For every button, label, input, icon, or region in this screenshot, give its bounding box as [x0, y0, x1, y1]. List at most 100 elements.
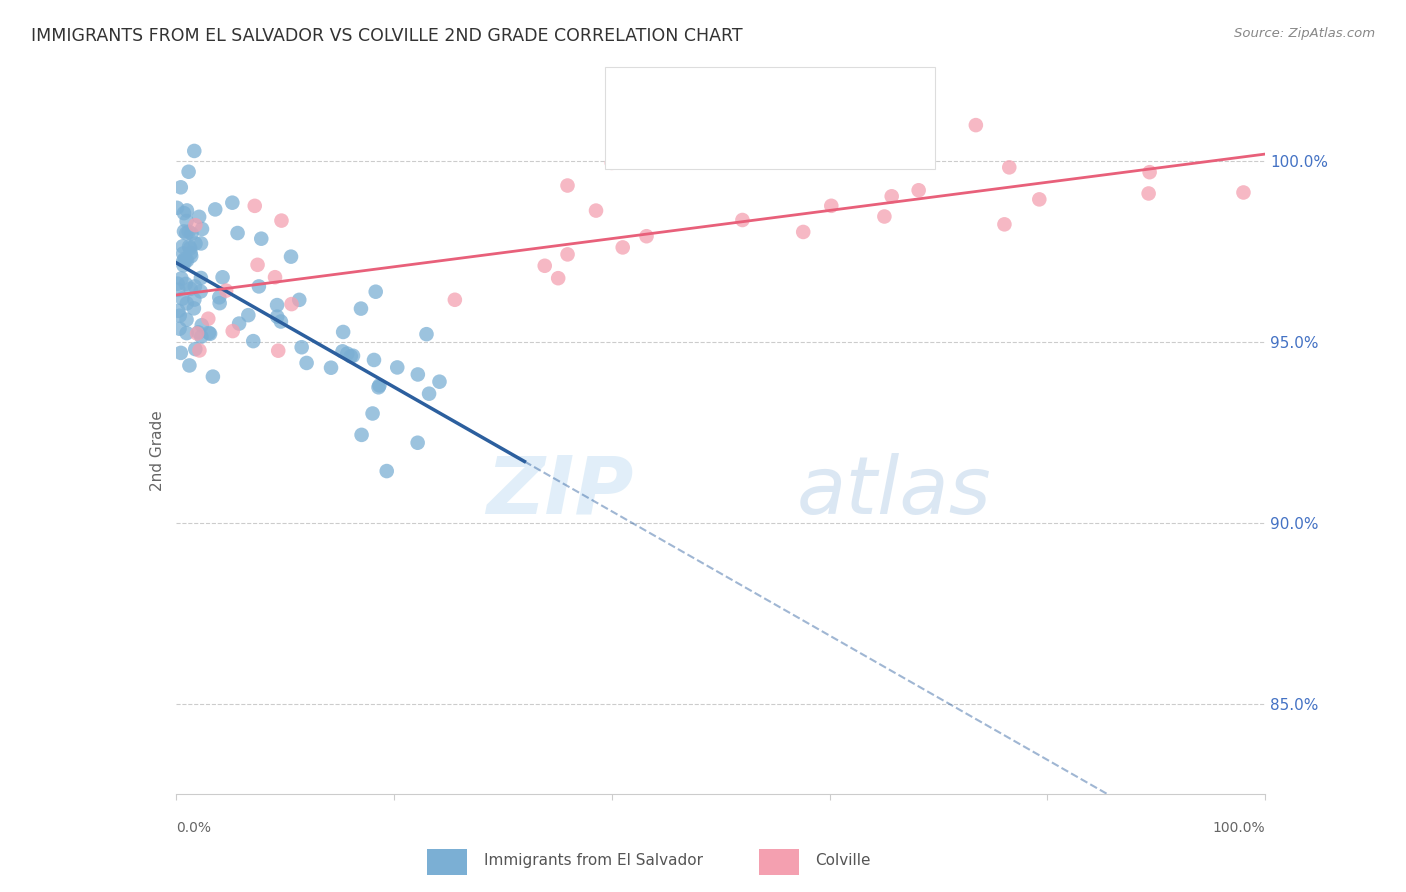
Point — [172, 292, 194, 306]
Point — [174, 253, 197, 268]
Point — [264, 270, 287, 285]
Point — [176, 312, 198, 326]
Point — [998, 161, 1021, 175]
Point — [873, 210, 896, 224]
Point — [166, 277, 188, 291]
Point — [172, 246, 194, 260]
Point — [184, 342, 207, 356]
Point — [180, 246, 202, 260]
Point — [167, 303, 190, 318]
Point — [222, 324, 245, 338]
Point — [350, 301, 373, 316]
Point — [173, 224, 195, 238]
Point — [612, 240, 634, 254]
Point — [187, 326, 209, 340]
Point — [170, 346, 193, 360]
Point — [418, 386, 440, 401]
Point — [190, 271, 212, 285]
Point — [270, 213, 292, 227]
Point — [361, 407, 384, 421]
Point — [406, 435, 429, 450]
Point — [176, 296, 198, 310]
Point — [600, 156, 623, 170]
Point — [288, 293, 311, 307]
Text: 100.0%: 100.0% — [1213, 822, 1265, 835]
Point — [201, 369, 224, 384]
Point — [243, 199, 266, 213]
Point — [188, 343, 211, 358]
Point — [557, 178, 579, 193]
Point — [190, 285, 212, 299]
Text: ZIP: ZIP — [486, 452, 633, 531]
Text: R = -0.529: R = -0.529 — [672, 87, 769, 104]
Point — [186, 326, 208, 341]
Text: N = 90: N = 90 — [830, 87, 897, 104]
Point — [238, 308, 260, 322]
Text: Colville: Colville — [815, 854, 870, 868]
Point — [266, 298, 288, 312]
Point — [191, 222, 214, 236]
Point — [226, 226, 249, 240]
Point — [266, 310, 288, 324]
Point — [173, 252, 195, 266]
Point — [415, 327, 437, 342]
Text: N = 35: N = 35 — [830, 131, 897, 149]
Point — [332, 325, 354, 339]
Point — [375, 464, 398, 478]
Point — [636, 229, 658, 244]
Point — [198, 326, 221, 341]
Point — [368, 378, 391, 392]
Point — [184, 279, 207, 293]
Point — [208, 290, 231, 304]
Point — [208, 296, 231, 310]
Point — [166, 201, 188, 215]
Point — [169, 309, 191, 323]
Point — [176, 326, 198, 340]
Point — [184, 236, 207, 251]
Y-axis label: 2nd Grade: 2nd Grade — [149, 410, 165, 491]
Point — [295, 356, 318, 370]
Point — [792, 225, 814, 239]
Point — [172, 258, 194, 272]
Point — [174, 277, 197, 291]
Point — [1137, 186, 1160, 201]
Point — [820, 199, 842, 213]
Point — [444, 293, 467, 307]
Bar — [759, 849, 799, 875]
Point — [350, 428, 373, 442]
Point — [211, 270, 233, 285]
Point — [177, 165, 200, 179]
Point — [179, 359, 201, 373]
Point — [167, 283, 190, 297]
Point — [180, 282, 202, 296]
Text: 0.0%: 0.0% — [176, 822, 211, 835]
Point — [533, 259, 555, 273]
Point — [170, 271, 193, 285]
Point — [170, 180, 193, 194]
Point — [188, 210, 211, 224]
Point — [267, 343, 290, 358]
Point — [342, 349, 364, 363]
Point — [585, 203, 607, 218]
Point — [332, 344, 354, 359]
Text: Immigrants from El Salvador: Immigrants from El Salvador — [484, 854, 703, 868]
Point — [557, 247, 579, 261]
Point — [204, 202, 226, 217]
Point — [1139, 165, 1161, 179]
Point — [184, 218, 207, 232]
Point — [247, 279, 270, 293]
Point — [406, 368, 429, 382]
Point — [221, 195, 243, 210]
Point — [197, 311, 219, 326]
Text: atlas: atlas — [797, 452, 991, 531]
Point — [198, 326, 221, 340]
Point — [547, 271, 569, 285]
Point — [270, 314, 292, 328]
Point — [176, 253, 198, 268]
Point — [319, 360, 342, 375]
Point — [180, 227, 202, 241]
Point — [363, 353, 385, 368]
Point — [731, 213, 754, 227]
Point — [907, 183, 929, 197]
Point — [1028, 193, 1050, 207]
